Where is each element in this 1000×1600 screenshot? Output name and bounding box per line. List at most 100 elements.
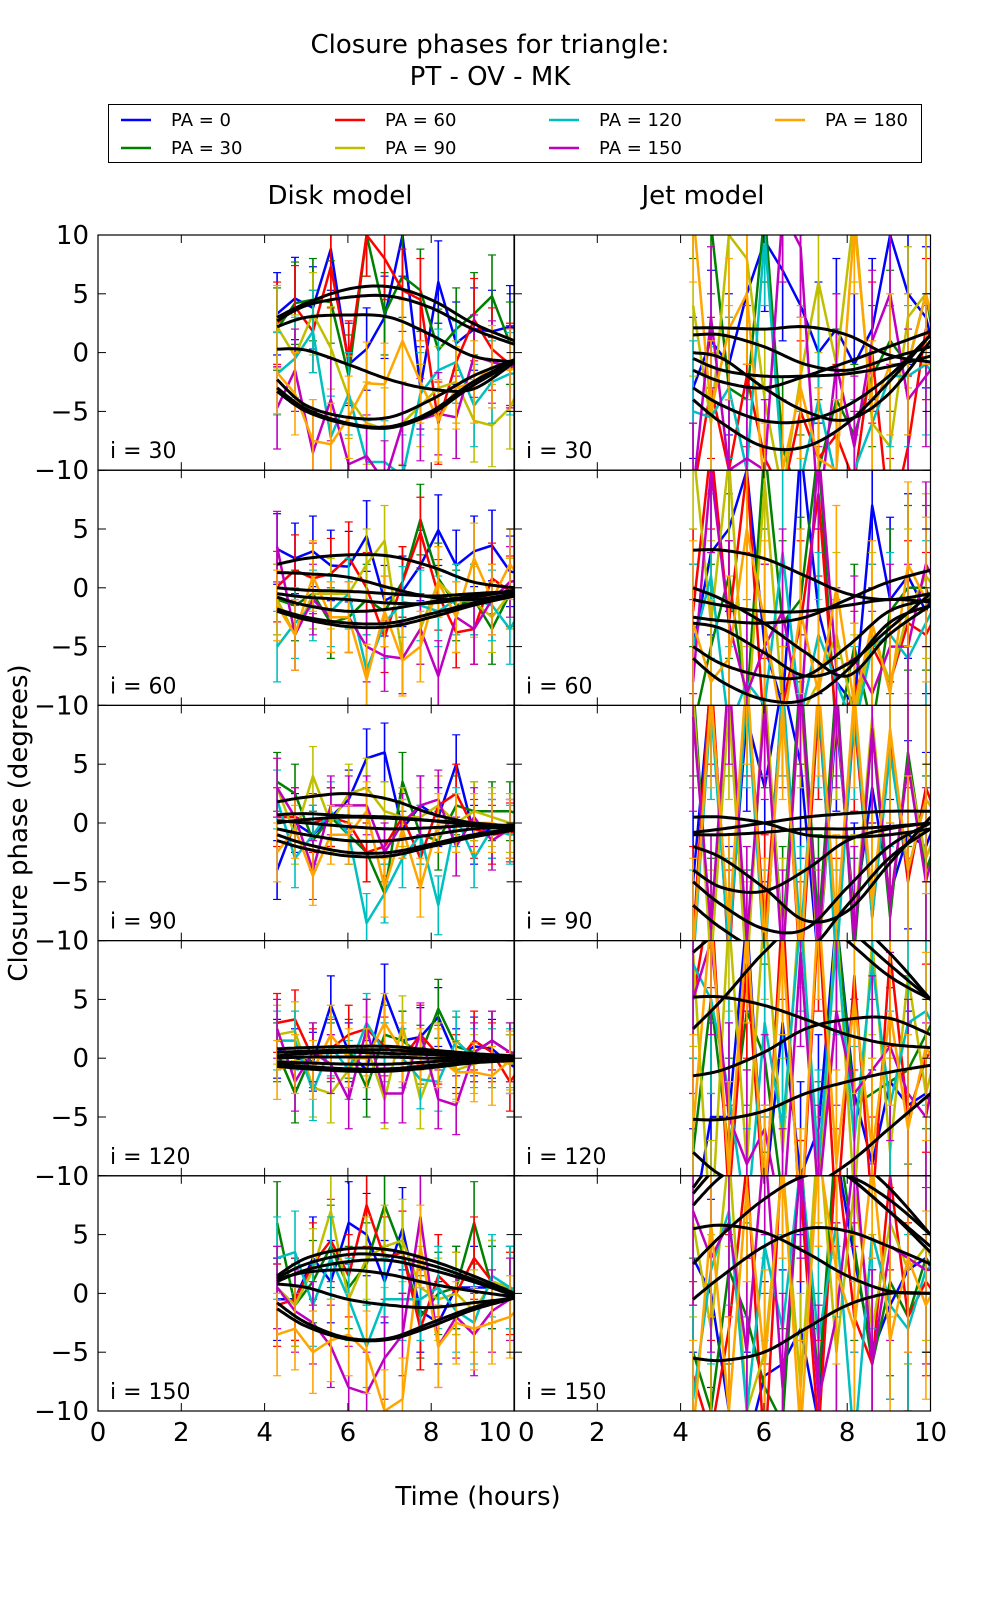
- model-curve: [276, 815, 515, 828]
- panel-disk-i120: −10 −5 0 5 i = 120: [34, 939, 516, 1192]
- inclination-label: i = 120: [526, 1145, 607, 1170]
- model-curve: [276, 589, 515, 614]
- panel-disk-i30: −10 −5 0 5 10 i = 30: [34, 221, 516, 486]
- inclination-label: i = 30: [526, 439, 593, 464]
- model-curve: [692, 1092, 931, 1176]
- legend-entry: PA = 0: [121, 110, 231, 131]
- model-curve: [276, 360, 515, 430]
- panel-plot-area: [689, 470, 931, 706]
- y-tick-label: 5: [72, 515, 89, 545]
- inclination-label: i = 60: [526, 674, 593, 699]
- series-line: [692, 705, 931, 941]
- model-curve: [692, 339, 931, 422]
- model-curve: [276, 819, 515, 831]
- model-curve: [276, 1282, 515, 1310]
- panel-grid: −10 −5 0 5 10 i = 30 −10 −5 0 5 i = 60 −10 −5 0 5 i = 9…: [34, 221, 947, 1448]
- panel-plot-area: [273, 722, 515, 941]
- legend-label: PA = 90: [385, 138, 456, 159]
- panel-frame: [97, 234, 516, 471]
- model-curve: [692, 1223, 931, 1295]
- x-tick-label: 4: [256, 1418, 273, 1448]
- y-tick-label: −5: [51, 1338, 89, 1368]
- model-curve: [692, 586, 931, 678]
- legend-entry: PA = 150: [549, 138, 682, 159]
- model-curve: [692, 332, 931, 372]
- inclination-label: i = 30: [110, 439, 177, 464]
- series-line: [693, 1175, 931, 1412]
- model-curve: [276, 358, 515, 421]
- model-curve: [692, 598, 931, 681]
- y-tick-label: −10: [34, 691, 89, 721]
- model-curve: [276, 1252, 515, 1298]
- panel-jet-i90: i = 90: [513, 704, 932, 942]
- panel-plot-area: [273, 1175, 515, 1412]
- model-curve: [276, 284, 515, 343]
- legend: PA = 0 PA = 30 PA = 60 PA = 90 PA = 120 PA = …: [108, 104, 922, 163]
- figure-title-line-2: PT - OV - MK: [410, 62, 572, 92]
- x-tick-label: 10: [914, 1418, 947, 1448]
- panel-jet-i30: i = 30: [513, 234, 932, 471]
- model-curve: [693, 821, 931, 837]
- inclination-label: i = 120: [110, 1145, 191, 1170]
- series-line: [276, 780, 515, 895]
- model-curve: [691, 1175, 931, 1236]
- y-tick-label: 10: [56, 221, 89, 251]
- series-PA180: [273, 1204, 515, 1412]
- y-axis-label: Closure phase (degrees): [4, 664, 34, 981]
- model-curve: [276, 1059, 515, 1073]
- legend-entry: PA = 30: [121, 138, 242, 159]
- series-line: [691, 470, 931, 706]
- inclination-label: i = 150: [110, 1380, 191, 1405]
- model-curve: [276, 827, 515, 855]
- panel-disk-i150: −10 −5 0 5 0 2 4 6 8 10 i = 150: [34, 1175, 516, 1448]
- x-tick-label: 2: [173, 1418, 190, 1448]
- model-curve: [277, 347, 515, 393]
- legend-label: PA = 150: [599, 138, 682, 159]
- model-curve: [276, 553, 515, 590]
- model-curve: [844, 940, 931, 1001]
- panel-jet-i150: 0 2 4 6 8 10 i = 150: [513, 1175, 947, 1448]
- legend-label: PA = 60: [385, 110, 456, 131]
- series-line: [691, 940, 931, 1176]
- y-tick-label: −5: [51, 397, 89, 427]
- model-curve: [276, 1296, 515, 1343]
- y-tick-label: −5: [51, 1103, 89, 1133]
- y-tick-label: 0: [72, 574, 89, 604]
- column-title-jet: Jet model: [639, 181, 764, 211]
- legend-label: PA = 180: [825, 110, 908, 131]
- panel-frame: [97, 469, 516, 707]
- y-tick-label: 0: [72, 1279, 89, 1309]
- panel-plot-area: [689, 235, 931, 471]
- y-tick-label: 0: [72, 339, 89, 369]
- legend-entry: PA = 120: [549, 110, 682, 131]
- inclination-label: i = 60: [110, 674, 177, 699]
- x-tick-label: 4: [672, 1418, 689, 1448]
- model-curve: [276, 1258, 515, 1298]
- model-curve: [693, 815, 931, 839]
- model-curve: [693, 1063, 931, 1122]
- series-line: [691, 940, 931, 1176]
- panel-plot-area: [273, 963, 515, 1136]
- model-curve: [692, 598, 931, 614]
- model-curve: [692, 940, 931, 1030]
- y-tick-label: −10: [34, 456, 89, 486]
- x-tick-label: 8: [423, 1418, 440, 1448]
- model-curve: [276, 828, 515, 859]
- model-curve: [692, 827, 931, 941]
- y-tick-label: 5: [72, 280, 89, 310]
- model-curve: [692, 1290, 931, 1363]
- panel-jet-i120: i = 120: [513, 939, 932, 1177]
- legend-entry: PA = 90: [335, 138, 456, 159]
- y-tick-label: −10: [34, 927, 89, 957]
- panel-plot-area: [273, 235, 515, 471]
- panel-disk-i90: −10 −5 0 5 i = 90: [34, 704, 516, 957]
- model-curve: [692, 1175, 931, 1254]
- model-curve: [276, 594, 515, 630]
- x-tick-label: 6: [756, 1418, 773, 1448]
- model-curve: [276, 293, 515, 346]
- model-curve: [692, 568, 931, 625]
- model-curve: [276, 1056, 515, 1066]
- model-curve: [692, 1175, 931, 1266]
- legend-entry: PA = 60: [335, 110, 456, 131]
